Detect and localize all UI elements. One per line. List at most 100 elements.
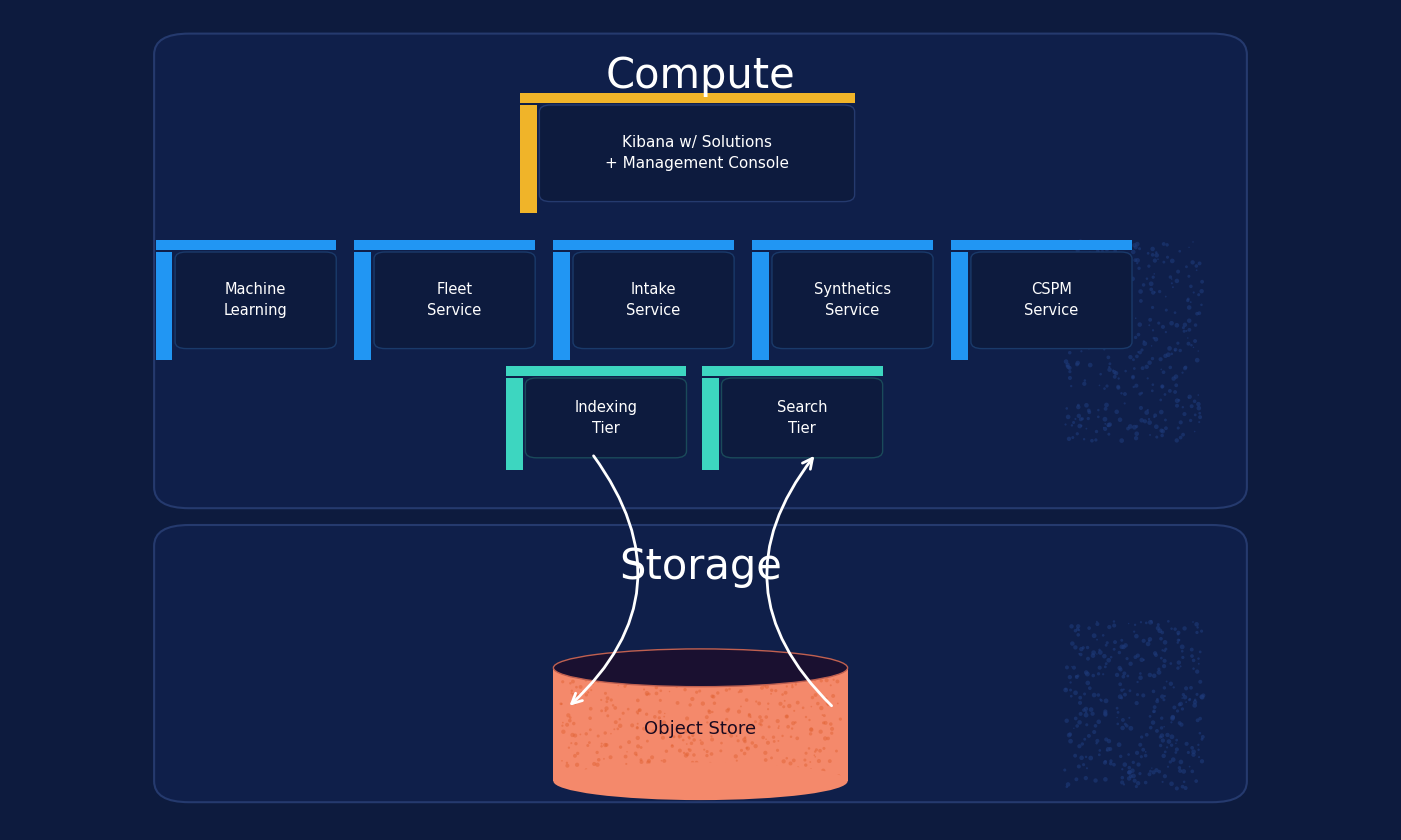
Point — [1160, 730, 1182, 743]
Point — [689, 733, 712, 747]
Point — [1104, 244, 1126, 258]
Text: Fleet
Service: Fleet Service — [427, 282, 482, 318]
Point — [1178, 301, 1201, 314]
Point — [1135, 745, 1157, 759]
Point — [1076, 762, 1098, 775]
Point — [1118, 748, 1140, 761]
Point — [1129, 667, 1152, 680]
Point — [1094, 660, 1117, 674]
Point — [670, 675, 692, 689]
Point — [710, 737, 733, 750]
Point — [828, 769, 850, 783]
Point — [667, 730, 689, 743]
Point — [597, 769, 619, 783]
Point — [1122, 353, 1145, 366]
FancyBboxPatch shape — [154, 525, 1247, 802]
Point — [1189, 411, 1212, 424]
Point — [1080, 434, 1103, 448]
Point — [727, 705, 750, 718]
Point — [1166, 399, 1188, 412]
Point — [720, 669, 743, 683]
Point — [1124, 362, 1146, 375]
Point — [1091, 668, 1114, 681]
Point — [586, 758, 608, 771]
Point — [737, 769, 759, 782]
Point — [679, 698, 702, 711]
Text: Synthetics
Service: Synthetics Service — [814, 282, 891, 318]
Point — [1114, 396, 1136, 410]
Point — [1107, 381, 1129, 395]
Point — [748, 711, 771, 724]
Point — [1056, 360, 1079, 373]
Point — [716, 704, 738, 717]
Point — [1069, 696, 1091, 710]
Point — [567, 689, 590, 702]
Text: Search
Tier: Search Tier — [776, 400, 828, 436]
Point — [1129, 318, 1152, 331]
Point — [595, 669, 618, 683]
Point — [1152, 643, 1174, 657]
Point — [1149, 285, 1171, 298]
Point — [755, 711, 778, 724]
Point — [626, 717, 649, 731]
Point — [1160, 777, 1182, 790]
Point — [1132, 743, 1154, 757]
Point — [1077, 729, 1100, 743]
Point — [1069, 419, 1091, 433]
Point — [1163, 701, 1185, 714]
Point — [1121, 272, 1143, 286]
Point — [1153, 255, 1175, 269]
Point — [1061, 660, 1083, 674]
Point — [1100, 312, 1122, 325]
Point — [594, 686, 616, 700]
Point — [1083, 688, 1105, 701]
Point — [560, 686, 583, 700]
Point — [1059, 683, 1082, 696]
Point — [1185, 688, 1208, 701]
Point — [552, 716, 574, 729]
Point — [1181, 649, 1203, 663]
Point — [650, 684, 672, 697]
Point — [1187, 652, 1209, 665]
Point — [1142, 323, 1164, 337]
Point — [1181, 643, 1203, 656]
Point — [1159, 270, 1181, 284]
Point — [1145, 420, 1167, 433]
Point — [1107, 372, 1129, 386]
Point — [822, 689, 845, 702]
Point — [1167, 337, 1189, 350]
Point — [1094, 694, 1117, 707]
Point — [643, 710, 665, 723]
Point — [1136, 272, 1159, 286]
Point — [1131, 344, 1153, 357]
Point — [1075, 750, 1097, 764]
Point — [1111, 775, 1133, 789]
Point — [1061, 380, 1083, 393]
Point — [769, 697, 792, 711]
Point — [661, 739, 684, 753]
Point — [827, 696, 849, 710]
Point — [1069, 412, 1091, 426]
Point — [1174, 360, 1196, 374]
Text: Storage: Storage — [619, 546, 782, 588]
Point — [1191, 285, 1213, 298]
Point — [1187, 344, 1209, 358]
Point — [751, 714, 773, 727]
Point — [579, 767, 601, 780]
Point — [1070, 344, 1093, 358]
Point — [817, 732, 839, 745]
Point — [1136, 371, 1159, 385]
Point — [772, 669, 794, 683]
Point — [782, 680, 804, 694]
Point — [1171, 428, 1194, 441]
Point — [1175, 738, 1198, 751]
Point — [808, 744, 831, 758]
Point — [1075, 422, 1097, 435]
Point — [703, 671, 726, 685]
Point — [1098, 734, 1121, 748]
Point — [1160, 276, 1182, 290]
Point — [656, 670, 678, 684]
Point — [803, 748, 825, 762]
Point — [1110, 663, 1132, 676]
Point — [1068, 297, 1090, 311]
